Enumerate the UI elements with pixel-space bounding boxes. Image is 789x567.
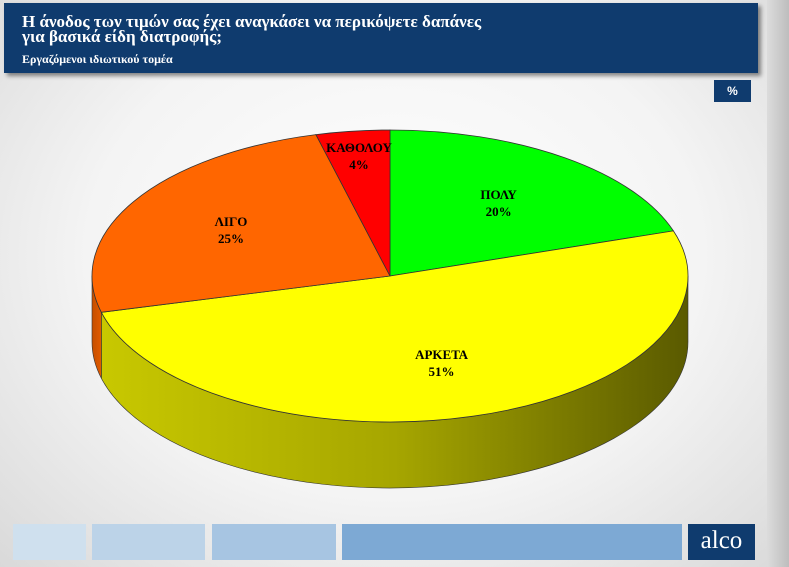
chart-subtitle: Εργαζόμενοι ιδιωτικού τομέα (22, 52, 173, 66)
pie-slice-1 (100, 230, 689, 423)
unit-badge: % (714, 80, 751, 102)
footer-bar-2 (92, 524, 205, 560)
footer-bar-3 (212, 524, 336, 560)
pie-slice-2 (91, 134, 391, 313)
pie-top-group (91, 129, 689, 423)
footer-bar-4 (342, 524, 682, 560)
alco-logo: alco (688, 524, 755, 560)
slice-label-1: ΑΡΚΕΤΑ (415, 347, 469, 362)
window-edge (767, 0, 789, 567)
slice-value-0: 20% (486, 204, 512, 219)
footer-bar-1 (13, 524, 86, 560)
slice-value-3: 4% (349, 157, 369, 172)
pie-slice-3 (315, 129, 391, 277)
chart-title: Η άνοδος των τιμών σας έχει αναγκάσει να… (22, 12, 482, 46)
slice-label-2: ΛΙΓΟ (215, 214, 248, 229)
pie-labels-group: ΠΟΛΥ 20% ΑΡΚΕΤΑ 51% ΛΙΓΟ 25% ΚΑΘΟΛΟΥ 4% (215, 140, 518, 379)
slice-value-1: 51% (429, 364, 455, 379)
slice-value-2: 25% (218, 231, 244, 246)
slice-label-3: ΚΑΘΟΛΟΥ (326, 140, 392, 155)
header-banner: Η άνοδος των τιμών σας έχει αναγκάσει να… (4, 3, 758, 73)
pie-slice-0 (389, 129, 675, 277)
slice-label-0: ΠΟΛΥ (480, 187, 517, 202)
